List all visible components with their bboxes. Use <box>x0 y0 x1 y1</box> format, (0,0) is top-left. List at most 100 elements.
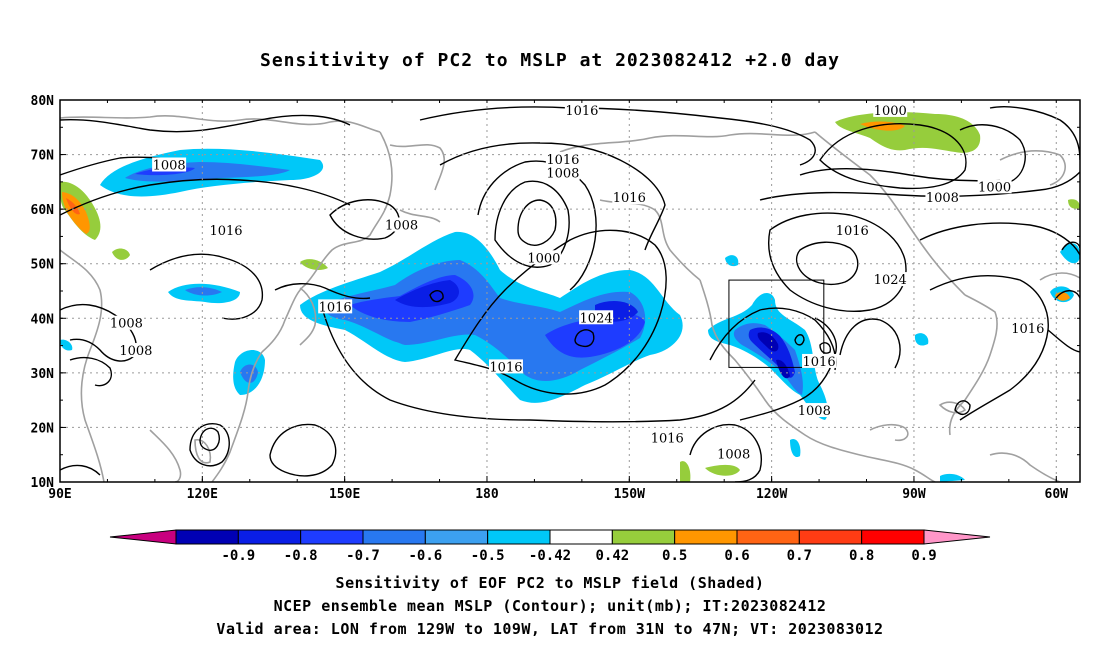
lat-tick-label: 60N <box>31 203 55 218</box>
colorbar-swatch <box>362 529 426 545</box>
contour-label: 1008 <box>546 167 579 182</box>
isobar <box>419 106 816 166</box>
lat-axis: 80N 70N 60N 50N 40N 30N 20N 10N <box>31 94 1080 491</box>
contour-label: 1016 <box>565 104 598 119</box>
contour-label: 1016 <box>803 355 836 370</box>
coastline <box>989 452 1061 482</box>
colorbar-label: 0.9 <box>911 548 936 564</box>
contour-label-bg <box>488 359 523 374</box>
isobar <box>989 106 1080 161</box>
coastline <box>399 209 441 223</box>
lon-tick-label: 150W <box>614 487 645 502</box>
contour-label-bg <box>716 446 751 461</box>
isobar <box>959 124 1026 183</box>
isobar <box>1047 329 1080 353</box>
isobar <box>794 334 805 346</box>
footer-line-1: Sensitivity of EOF PC2 to MSLP field (Sh… <box>335 574 765 592</box>
contour-label: 1000 <box>874 104 907 119</box>
contour-label-bg <box>545 165 580 180</box>
footer-line-2: NCEP ensemble mean MSLP (Contour); unit(… <box>273 597 827 615</box>
shade-region <box>66 198 80 215</box>
colorbar-swatch <box>674 529 738 545</box>
footer-line-3: Valid area: LON from 129W to 109W, LAT f… <box>216 620 884 638</box>
lon-tick-label: 60W <box>1045 487 1069 502</box>
coastline <box>999 150 1066 186</box>
lat-tick-label: 50N <box>31 258 55 273</box>
isobar <box>929 275 1049 421</box>
shade-region <box>733 323 803 395</box>
coastline <box>599 199 701 281</box>
isobar <box>429 290 444 303</box>
contour-labels: 1016101610081016100810001024101610161016… <box>109 102 1045 463</box>
coastline <box>1039 272 1080 281</box>
contour-label-bg <box>564 102 599 117</box>
shade-region <box>914 333 929 346</box>
contour-label: 1008 <box>153 158 186 173</box>
shade-region <box>395 280 459 308</box>
lon-tick-label: 150E <box>329 487 360 502</box>
coastline <box>559 131 816 153</box>
contour-label: 1000 <box>527 251 560 266</box>
contour-label-bg <box>1010 321 1045 336</box>
lat-lon-grid <box>60 100 1080 482</box>
colorbar-swatch <box>736 529 800 545</box>
contour-label-bg <box>873 272 908 287</box>
contour-label-bg <box>545 152 580 167</box>
contour-label: 1008 <box>110 317 143 332</box>
colorbar-swatch <box>237 529 302 545</box>
isobar <box>60 178 351 216</box>
colorbar-arrow-high <box>923 529 991 545</box>
shade-region <box>680 461 691 482</box>
isobar <box>739 317 837 421</box>
colorbar-label: 0.42 <box>595 548 629 564</box>
lon-tick-label: 180 <box>475 487 499 502</box>
colorbar-arrow-low <box>109 529 177 545</box>
shade-region <box>185 287 222 296</box>
contour-label-bg <box>797 403 832 418</box>
colorbar-label: -0.8 <box>284 548 318 564</box>
contour-label-bg <box>579 310 614 325</box>
isobar <box>199 427 220 451</box>
contour-label: 1008 <box>798 404 831 419</box>
contour-label: 1016 <box>836 224 869 239</box>
shade-region <box>1068 199 1080 209</box>
isobar <box>819 342 832 354</box>
isobar <box>149 253 264 320</box>
contour-label: 1016 <box>319 300 352 315</box>
colorbar-label: 0.8 <box>849 548 874 564</box>
shade-region <box>112 248 130 260</box>
shade-region <box>300 259 328 270</box>
colorbar-label: 0.6 <box>724 548 749 564</box>
shade-region <box>757 332 779 352</box>
isobar <box>709 307 837 371</box>
coastline <box>60 249 105 482</box>
contour-label: 1016 <box>546 153 579 168</box>
contour-label-bg <box>384 217 419 232</box>
lat-tick-label: 80N <box>31 94 55 109</box>
isobar-contours <box>60 106 1080 482</box>
lon-tick-label: 90E <box>48 487 71 502</box>
shade-region <box>545 313 645 358</box>
isobar <box>319 299 756 423</box>
contour-label-bg <box>977 179 1012 194</box>
lat-tick-label: 30N <box>31 367 55 382</box>
colorbar-label: -0.6 <box>408 548 442 564</box>
shade-region <box>940 473 965 482</box>
coastline <box>948 294 998 436</box>
contour-label-bg <box>118 343 153 358</box>
contour-label: 1016 <box>209 224 242 239</box>
shade-region <box>835 112 981 153</box>
coastline <box>194 439 212 464</box>
contour-label: 1008 <box>717 448 750 463</box>
isobar <box>689 423 762 482</box>
isobar <box>768 212 907 312</box>
coastline <box>149 429 182 482</box>
contour-label: 1016 <box>651 431 684 446</box>
lon-axis: 90E 120E 150E 180 150W 120W 90W 60W <box>48 100 1068 502</box>
shade-region <box>790 438 801 458</box>
shade-region <box>60 339 73 351</box>
isobar <box>954 400 971 415</box>
colorbar-swatch <box>424 529 489 545</box>
shaded-sensitivity <box>60 112 1080 482</box>
